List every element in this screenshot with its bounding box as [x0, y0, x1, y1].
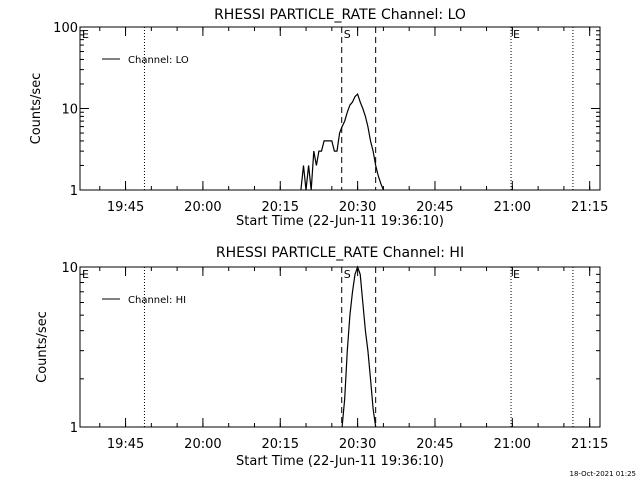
- chart-title: RHESSI PARTICLE_RATE Channel: HI: [216, 245, 464, 261]
- panel-hi: RHESSI PARTICLE_RATE Channel: HI 19:45 20:…: [35, 245, 608, 469]
- legend-entry: Channel: HI: [128, 295, 186, 306]
- x-axis-label: Start Time (22-Jun-11 19:36:10): [236, 214, 444, 229]
- y-tick-label: 1: [70, 184, 78, 199]
- x-tick-label: 21:15: [571, 200, 608, 215]
- series-line: [341, 265, 377, 428]
- x-tick-label: 21:15: [571, 437, 608, 452]
- series-line: [300, 93, 384, 191]
- x-tick-label: 21:00: [494, 200, 531, 215]
- marker-label: S: [344, 28, 351, 41]
- marker-label: E: [513, 28, 520, 41]
- axes-frame: [79, 266, 601, 428]
- marker-label: E: [513, 268, 520, 281]
- y-tick-label: 1: [70, 421, 78, 436]
- x-tick-label: 19:45: [107, 200, 144, 215]
- y-tick-label: 10: [61, 103, 78, 118]
- y-tick-label: 100: [53, 21, 78, 36]
- x-tick-label: 20:45: [416, 200, 453, 215]
- x-tick-label: 20:00: [184, 437, 221, 452]
- x-tick-label: 19:45: [107, 437, 144, 452]
- panel-lo: RHESSI PARTICLE_RATE Channel: LO 19:45 20:…: [29, 7, 608, 229]
- x-tick-label: 20:45: [416, 437, 453, 452]
- chart-title: RHESSI PARTICLE_RATE Channel: LO: [214, 7, 466, 23]
- marker-label: E: [82, 28, 89, 41]
- x-tick-label: 20:30: [339, 200, 376, 215]
- footer-timestamp: 18-Oct-2021 01:25: [570, 470, 636, 478]
- x-tick-label: 21:00: [494, 437, 531, 452]
- y-axis-label: Counts/sec: [35, 311, 50, 383]
- x-axis-label: Start Time (22-Jun-11 19:36:10): [236, 454, 444, 469]
- y-axis-label: Counts/sec: [29, 73, 44, 145]
- marker-label: E: [82, 268, 89, 281]
- x-tick-label: 20:00: [184, 200, 221, 215]
- marker-label: S: [344, 268, 351, 281]
- y-tick-label: 10: [61, 261, 78, 276]
- x-tick-label: 20:15: [262, 200, 299, 215]
- x-tick-label: 20:15: [262, 437, 299, 452]
- legend-entry: Channel: LO: [128, 55, 189, 66]
- x-tick-label: 20:30: [339, 437, 376, 452]
